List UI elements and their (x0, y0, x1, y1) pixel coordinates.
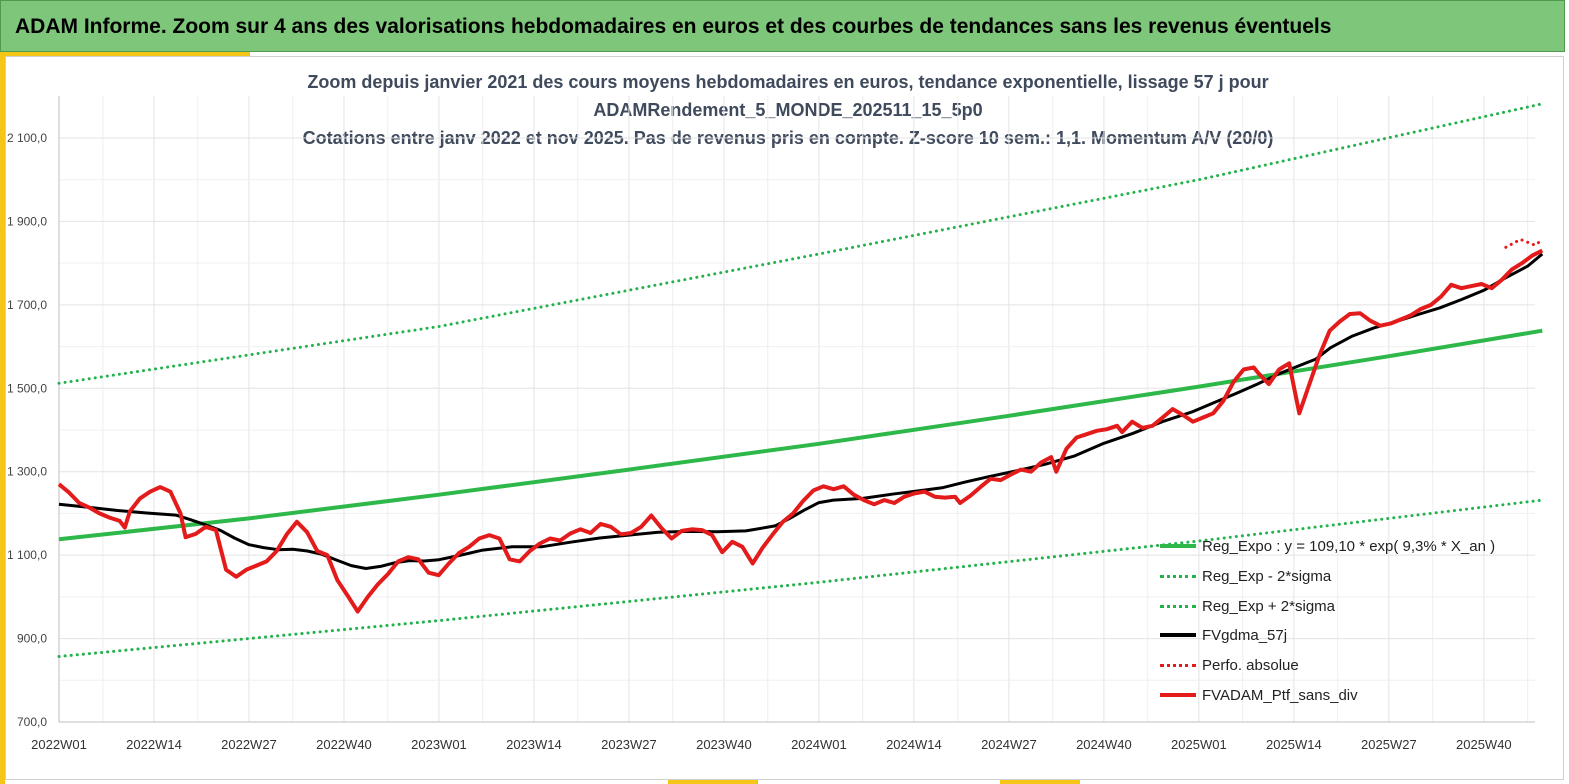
accent-bar-top (0, 52, 250, 57)
x-tick-label: 2024W01 (791, 737, 847, 752)
series-reg-minus-2sigma (57, 498, 1544, 658)
y-tick-label: 1 700,0 (7, 298, 47, 312)
x-tick-label: 2025W14 (1266, 737, 1322, 752)
legend-item-fvadam: FVADAM_Ptf_sans_div (1160, 685, 1358, 705)
legend-item-reg-expo: Reg_Expo : y = 109,10 * exp( 9,3% * X_an… (1160, 536, 1495, 556)
accent-bar-bottom-2 (1000, 780, 1080, 784)
x-tick-label: 2024W40 (1076, 737, 1132, 752)
x-tick-label: 2023W40 (696, 737, 752, 752)
y-tick-label: 2 100,0 (7, 131, 47, 145)
legend-swatch-fvadam (1160, 693, 1196, 697)
legend-label-reg-plus: Reg_Exp + 2*sigma (1202, 597, 1335, 615)
legend-label-fvadam: FVADAM_Ptf_sans_div (1202, 686, 1358, 704)
chart-frame (5, 56, 1564, 780)
legend-item-perfo: Perfo. absolue (1160, 655, 1299, 675)
x-tick-label: 2022W27 (221, 737, 277, 752)
x-tick-label: 2025W01 (1171, 737, 1227, 752)
x-tick-label: 2022W01 (31, 737, 87, 752)
chart-title-line-2: ADAMRendement_5_MONDE_202511_15_5p0 (593, 100, 983, 120)
x-tick-label: 2024W14 (886, 737, 942, 752)
legend-item-reg-minus: Reg_Exp - 2*sigma (1160, 566, 1331, 586)
series-reg-expo (58, 328, 1543, 542)
legend-label-perfo: Perfo. absolue (1202, 656, 1299, 674)
report-banner: ADAM Informe. Zoom sur 4 ans des valoris… (0, 0, 1565, 52)
x-tick-label: 2025W40 (1456, 737, 1512, 752)
y-tick-label: 1 500,0 (7, 381, 47, 395)
x-tick-label: 2023W01 (411, 737, 467, 752)
x-tick-label: 2023W14 (506, 737, 562, 752)
x-tick-label: 2022W14 (126, 737, 182, 752)
x-tick-label: 2024W27 (981, 737, 1037, 752)
series-fvadam-ptf (57, 248, 1544, 614)
accent-bar-bottom (668, 780, 758, 784)
y-tick-label: 1 300,0 (7, 465, 47, 479)
report-title: ADAM Informe. Zoom sur 4 ans des valoris… (15, 15, 1332, 38)
x-tick-label: 2022W40 (316, 737, 372, 752)
legend-item-fvgdma: FVgdma_57j (1160, 625, 1287, 645)
y-tick-label: 1 900,0 (7, 214, 47, 228)
legend-swatch-fvgdma (1160, 633, 1196, 637)
x-tick-label: 2023W27 (601, 737, 657, 752)
x-tick-label: 2025W27 (1361, 737, 1417, 752)
legend-swatch-reg-plus (1160, 604, 1196, 608)
y-tick-label: 1 100,0 (7, 548, 47, 562)
legend-label-reg-expo: Reg_Expo : y = 109,10 * exp( 9,3% * X_an… (1202, 537, 1496, 555)
legend-swatch-perfo (1160, 663, 1196, 667)
series-fvgdma-57j (58, 252, 1544, 570)
accent-bar-left (0, 52, 5, 784)
legend-swatch-reg-minus (1160, 574, 1196, 578)
legend-label-fvgdma: FVgdma_57j (1202, 626, 1288, 644)
series-perfo-absolue (1504, 237, 1544, 249)
chart-title-line-1: Zoom depuis janvier 2021 des cours moyen… (307, 72, 1269, 92)
y-tick-label: 900,0 (17, 632, 47, 646)
legend-item-reg-plus: Reg_Exp + 2*sigma (1160, 596, 1335, 616)
series-reg-plus-2sigma (57, 102, 1544, 385)
legend-swatch-reg-expo (1160, 544, 1196, 548)
legend-label-reg-minus: Reg_Exp - 2*sigma (1202, 567, 1332, 585)
y-tick-label: 700,0 (17, 715, 47, 729)
